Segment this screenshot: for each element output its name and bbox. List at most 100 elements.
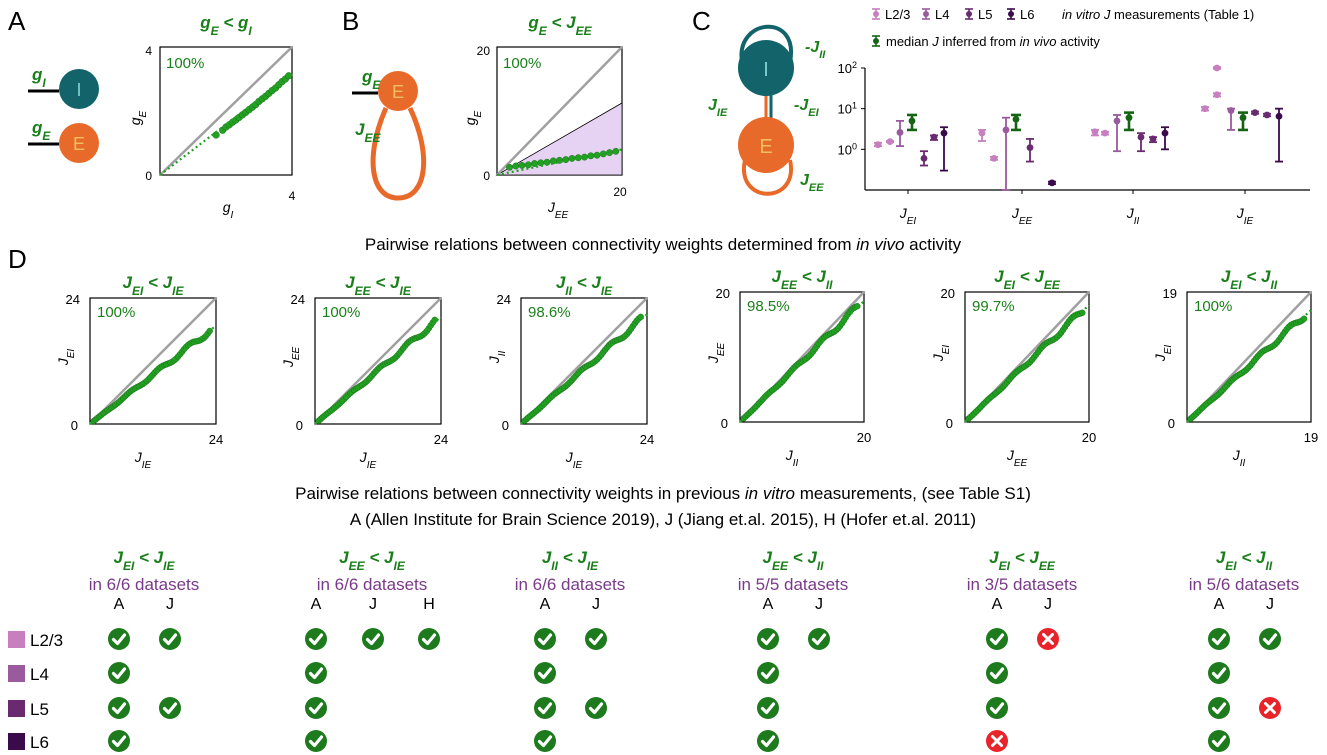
errorbar-marker (1227, 107, 1235, 114)
errorbar-marker (940, 129, 948, 137)
legend-invitro: in vitro J measurements (Table 1) (1062, 7, 1254, 22)
layer-swatch-0 (8, 631, 25, 648)
panel-b-xlabel: JEE (547, 199, 569, 221)
panel-d-ytick-min-1: 0 (296, 418, 303, 433)
check-icon (986, 628, 1008, 650)
table-group-datasets-2: in 6/6 datasets (515, 575, 626, 594)
cross-icon (986, 730, 1008, 752)
label-jei-c: -JEI (794, 97, 820, 119)
table-col-header-1-1: J (369, 596, 377, 613)
data-point (512, 162, 520, 170)
data-point (524, 161, 532, 169)
invitro-errorbar (886, 138, 894, 145)
panel-d-ytick-min-0: 0 (71, 418, 78, 433)
check-mark (1211, 735, 1227, 748)
table-col-header-1-2: H (423, 596, 435, 613)
cross-icon (1259, 697, 1281, 719)
errorbar-marker (1149, 135, 1157, 143)
panel-b-ylabel: gE (462, 110, 484, 125)
panel-d-ytick-min-2: 0 (502, 418, 509, 433)
input-label-gi: gI (31, 65, 46, 90)
panel-d-percent-4: 99.7% (972, 298, 1015, 315)
panel-letter-d: D (8, 244, 27, 274)
errorbar-marker (896, 129, 904, 136)
panel-d-xlabel-4: JEE (1006, 447, 1028, 469)
row-label-3: L6 (30, 733, 49, 752)
data-point (506, 163, 513, 171)
errorbar-marker (886, 138, 894, 145)
panel-d-scatter-3 (739, 291, 865, 423)
legend-marker (966, 11, 972, 17)
panel-d-ylabel-4: JEI (930, 345, 952, 363)
panel-d-xlabel-3: JII (785, 447, 799, 469)
cross-mark (1042, 633, 1054, 645)
identity-line (89, 297, 217, 425)
check-circle (534, 730, 556, 752)
check-circle (418, 628, 440, 650)
panel-c-xtick-label: JEI (899, 205, 917, 227)
inhibitory-population-circle-c (738, 40, 794, 96)
check-circle (159, 628, 181, 650)
legend-layer-0: L2/3 (885, 7, 910, 22)
legend-layer-2: L5 (978, 7, 992, 22)
panel-d-ytick-max-3: 20 (716, 286, 730, 301)
plot-frame (314, 297, 442, 425)
panel-c-ytick-label: 100 (838, 141, 857, 157)
panel-d-scatter-4 (964, 291, 1090, 423)
table-col-header-3-0: A (763, 596, 774, 613)
check-mark (588, 702, 604, 715)
legend-glyph-0 (872, 8, 880, 20)
invitro-errorbar (1227, 107, 1235, 131)
errorbar-marker (908, 117, 916, 125)
ee-recurrent-loop-c (741, 159, 794, 196)
table-col-header-5-0: A (1214, 596, 1225, 613)
check-mark (162, 633, 178, 646)
check-icon (585, 628, 607, 650)
legend-layer-1: L4 (935, 7, 949, 22)
check-mark (760, 702, 776, 715)
check-circle (986, 662, 1008, 684)
panel-d-percent-3: 98.5% (747, 298, 790, 315)
invitro-errorbar (1213, 64, 1221, 72)
check-icon (1208, 628, 1230, 650)
check-circle (1208, 628, 1230, 650)
panel-c-xtick-label: JIE (1236, 205, 1254, 227)
errorbar-marker (920, 154, 928, 162)
plot-frame (520, 297, 648, 425)
invitro-errorbar (1002, 116, 1010, 191)
check-circle (305, 628, 327, 650)
panel-d-ytick-max-1: 24 (291, 292, 305, 307)
check-icon (418, 628, 440, 650)
panel-d-title-4: JEI < JEE (994, 267, 1061, 292)
circle-i-label-c: I (763, 59, 769, 81)
check-icon (534, 730, 556, 752)
table-group-title-5: JEI < JII (1216, 548, 1273, 573)
check-icon (1259, 628, 1281, 650)
check-circle (108, 628, 130, 650)
panel-a-xtick-max: 4 (289, 189, 296, 203)
table-col-header-0-1: J (166, 596, 174, 613)
check-icon (159, 697, 181, 719)
label-jee-c: JEE (800, 172, 824, 194)
panel-d-ylabel-0: JEI (55, 349, 77, 367)
check-mark (537, 667, 553, 680)
panel-d-ytick-max-0: 24 (66, 292, 80, 307)
plot-frame (739, 291, 865, 423)
panel-d-xtick-max-5: 19 (1304, 430, 1318, 445)
panel-a-ytick-max: 4 (145, 44, 152, 58)
data-point (1300, 315, 1308, 322)
check-circle (534, 697, 556, 719)
invitro-errorbar (1275, 107, 1283, 163)
errorbar-marker (1002, 126, 1010, 134)
check-circle (362, 628, 384, 650)
errorbar-marker (1137, 133, 1145, 141)
table-col-header-4-0: A (992, 596, 1003, 613)
input-label-ge: gE (31, 118, 51, 143)
errorbar-marker (978, 129, 986, 137)
check-mark (308, 667, 324, 680)
check-icon (757, 697, 779, 719)
plot-frame (159, 46, 293, 176)
legend-glyph-median (872, 35, 880, 47)
panel-d-ylabel-1: JEE (280, 347, 302, 369)
